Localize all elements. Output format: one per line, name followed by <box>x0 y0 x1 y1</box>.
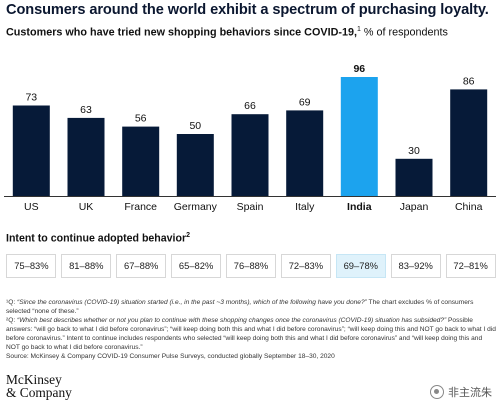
watermark: 非主流朱 <box>430 384 492 400</box>
value-label-uk: 63 <box>80 104 92 116</box>
footnote-2: ²Q: “Which best describes whether or not… <box>6 316 496 352</box>
intent-label: Intent to continue adopted behavior2 <box>6 232 190 245</box>
category-label-germany: Germany <box>174 201 218 213</box>
logo-line-1: McKinsey <box>6 372 62 387</box>
footnote-2-prefix: ²Q: <box>6 317 17 324</box>
footnote-1-prefix: ¹Q: <box>6 299 17 306</box>
intent-range-italy: 72–83% <box>280 254 331 278</box>
footnote-1-rest: The chart excludes % of consumers select… <box>6 299 474 315</box>
footnote-1: ¹Q: “Since the coronavirus (COVID-19) si… <box>6 298 496 316</box>
intent-range-germany: 65–82% <box>171 254 222 278</box>
bar-china <box>450 89 488 196</box>
intent-range-china: 72–81% <box>445 254 496 278</box>
intent-range-spain: 76–88% <box>226 254 276 278</box>
subtitle-bold: Customers who have tried new shopping be… <box>6 26 357 39</box>
intent-range-japan: 83–92% <box>390 254 441 278</box>
value-label-india: 96 <box>353 63 365 75</box>
subtitle-footnote-marker: 1 <box>356 26 361 33</box>
value-label-us: 73 <box>25 92 37 104</box>
bar-india <box>340 77 378 196</box>
bar-us <box>12 105 50 196</box>
footnote-2-question: “Which best describes whether or not you… <box>17 317 447 324</box>
footnotes: ¹Q: “Since the coronavirus (COVID-19) si… <box>6 298 496 361</box>
source-note: Source: McKinsey & Company COVID-19 Cons… <box>6 353 335 360</box>
wechat-icon <box>430 385 444 399</box>
intent-range-france: 67–88% <box>116 254 167 278</box>
logo-line-2: & Company <box>6 385 72 400</box>
intent-footnote-marker: 2 <box>186 232 190 239</box>
intent-label-text: Intent to continue adopted behavior <box>6 232 187 245</box>
footnote-2-rest: Possible answers: “will go back to what … <box>6 317 496 351</box>
bar-italy <box>286 110 324 196</box>
subtitle-unit: % of respondents <box>360 26 448 39</box>
chart-subtitle: Customers who have tried new shopping be… <box>6 26 496 39</box>
intent-range-india: 69–78% <box>335 254 386 278</box>
category-label-india: India <box>347 201 372 213</box>
value-label-china: 86 <box>463 75 475 87</box>
value-label-france: 56 <box>135 113 147 125</box>
bar-uk <box>67 117 105 196</box>
category-label-japan: Japan <box>400 201 429 213</box>
bar-france <box>122 126 160 196</box>
intent-range-us: 75–83% <box>6 254 57 278</box>
bar-germany <box>176 134 214 196</box>
category-label-spain: Spain <box>237 201 264 213</box>
mckinsey-logo: McKinsey & Company <box>6 373 72 399</box>
footnote-1-question: “Since the coronavirus (COVID-19) situat… <box>17 299 367 306</box>
chart-title: Consumers around the world exhibit a spe… <box>6 2 489 18</box>
category-label-china: China <box>455 201 483 213</box>
bar-chart: 73 US 63 UK 56 France 50 Germany 66 Spain 69 Italy 9… <box>4 63 496 213</box>
value-label-germany: 50 <box>189 120 201 132</box>
intent-ranges-row: 75–83% 81–88% 67–88% 65–82% 76–88% 72–83% 69–7… <box>4 254 498 280</box>
bar-spain <box>231 114 269 196</box>
value-label-spain: 66 <box>244 100 256 112</box>
category-label-italy: Italy <box>295 201 315 213</box>
watermark-text: 非主流朱 <box>448 387 492 399</box>
value-label-japan: 30 <box>408 145 420 157</box>
category-label-uk: UK <box>79 201 94 213</box>
bar-japan <box>395 158 433 196</box>
value-label-italy: 69 <box>299 96 311 108</box>
intent-range-uk: 81–88% <box>61 254 112 278</box>
category-label-us: US <box>24 201 39 213</box>
category-label-france: France <box>124 201 157 213</box>
